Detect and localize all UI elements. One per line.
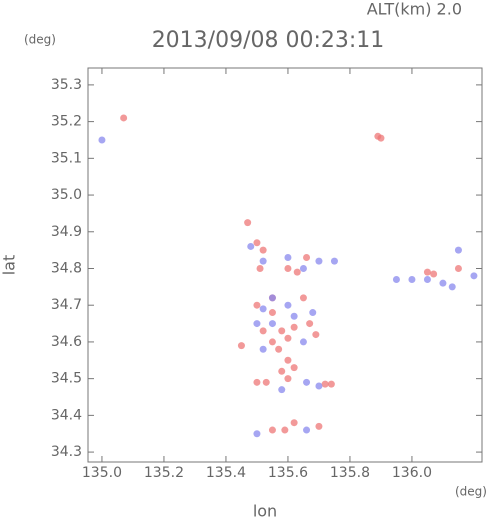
y-tick-label: 35.3 [51, 77, 82, 93]
echo-point [290, 312, 298, 320]
echo-point [454, 246, 462, 254]
echo-point [278, 327, 286, 335]
echo-point [120, 114, 128, 122]
echo-point [327, 380, 335, 388]
y-tick-label: 35.0 [51, 187, 82, 203]
echo-point [253, 301, 261, 309]
echo-point [259, 305, 267, 313]
echo-point [253, 378, 261, 386]
echo-point [247, 242, 255, 250]
echo-point [262, 378, 270, 386]
echo-point [259, 345, 267, 353]
y-tick-label: 34.3 [51, 444, 82, 460]
echo-point [268, 309, 276, 317]
echo-point [299, 294, 307, 302]
echo-point [256, 264, 264, 272]
altitude-header: ALT(km) 2.0 [367, 0, 462, 19]
x-axis-label: lon [253, 502, 277, 521]
x-tick-label: 135.6 [268, 465, 308, 481]
echo-point [259, 246, 267, 254]
echo-point [275, 345, 283, 353]
echo-point [423, 268, 431, 276]
x-tick-label: 135.0 [82, 465, 122, 481]
echo-point [374, 132, 382, 140]
echo-point [439, 279, 447, 287]
echo-point [268, 338, 276, 346]
echo-point [290, 364, 298, 372]
echo-point [303, 378, 311, 386]
echo-point [299, 338, 307, 346]
echo-point [284, 301, 292, 309]
y-tick-label: 34.8 [51, 260, 82, 276]
echo-point [290, 323, 298, 331]
echo-point [315, 257, 323, 265]
y-tick-label: 34.7 [51, 297, 82, 313]
echo-point [278, 367, 286, 375]
echo-point [293, 268, 301, 276]
y-tick-label: 34.6 [51, 334, 82, 350]
echo-point [303, 426, 311, 434]
echo-point [321, 380, 329, 388]
echo-point [253, 239, 261, 247]
echo-point [98, 136, 106, 144]
echo-point [330, 257, 338, 265]
echo-point [423, 276, 431, 284]
echo-point [278, 386, 286, 394]
echo-point [284, 334, 292, 342]
echo-point [470, 272, 478, 280]
echo-point [454, 264, 462, 272]
echo-point [259, 257, 267, 265]
x-tick-label: 136.0 [392, 465, 432, 481]
echo-point [306, 320, 314, 328]
echo-point [268, 426, 276, 434]
echo-point [253, 320, 261, 328]
echo-point [448, 283, 456, 291]
plot-frame [87, 67, 483, 463]
echo-point [284, 375, 292, 383]
echo-point [284, 264, 292, 272]
echo-point [303, 253, 311, 261]
echo-point [253, 430, 261, 438]
y-tick-label: 34.5 [51, 371, 82, 387]
echo-point [259, 327, 267, 335]
x-tick-label: 135.2 [144, 465, 184, 481]
echo-point [237, 342, 245, 350]
echo-point [268, 320, 276, 328]
echo-point [268, 294, 276, 302]
x-tick-label: 135.4 [206, 465, 246, 481]
y-tick-label: 35.1 [51, 150, 82, 166]
echo-point [392, 276, 400, 284]
y-unit: (deg) [24, 33, 56, 47]
echo-point [309, 309, 317, 317]
echo-point [315, 422, 323, 430]
x-tick-label: 135.8 [330, 465, 370, 481]
echo-point [244, 219, 252, 227]
chart-title: 2013/09/08 00:23:11 [152, 28, 385, 53]
y-tick-label: 34.9 [51, 224, 82, 240]
y-axis-label: lat [0, 255, 19, 276]
echo-point [315, 382, 323, 390]
echo-point [299, 264, 307, 272]
echo-point [290, 419, 298, 427]
y-tick-label: 35.2 [51, 114, 82, 130]
echo-point [430, 270, 438, 278]
echo-point [408, 276, 416, 284]
echo-point [284, 253, 292, 261]
echo-point [312, 331, 320, 339]
x-unit: (deg) [455, 485, 487, 499]
y-tick-label: 34.4 [51, 407, 82, 423]
echo-point [281, 426, 289, 434]
echo-point [284, 356, 292, 364]
